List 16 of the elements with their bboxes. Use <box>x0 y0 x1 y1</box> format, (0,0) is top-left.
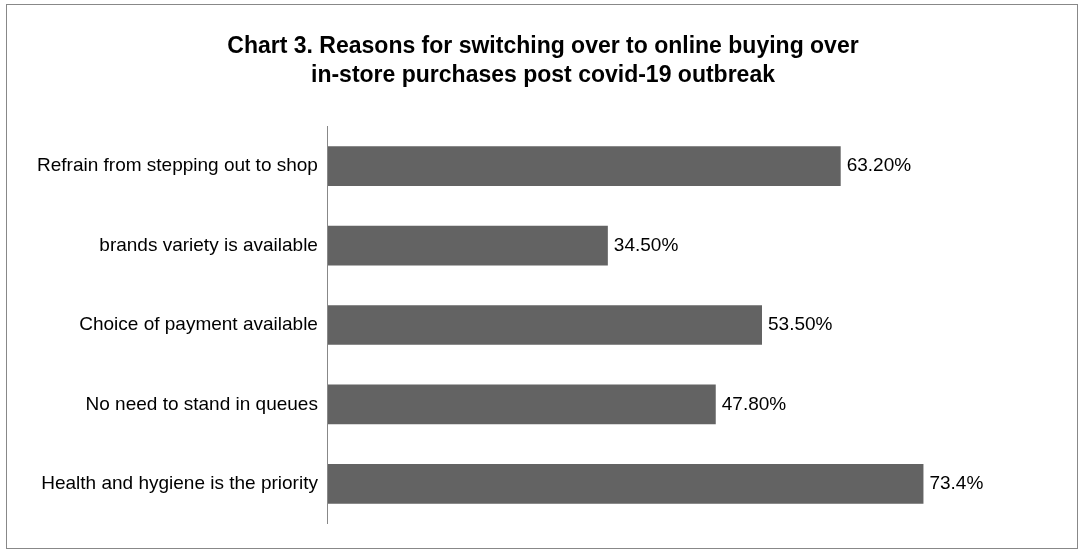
y-tick-label: Health and hygiene is the priority <box>41 472 319 494</box>
data-label: 47.80% <box>721 392 787 414</box>
data-label: 63.20% <box>846 154 912 176</box>
data-label: 53.50% <box>768 313 833 335</box>
chart-title: Chart 3. Reasons for switching over to online buying over in-store purchases post covid-19 outbreak <box>226 31 860 89</box>
y-tick-label: No need to stand in queues <box>85 392 318 414</box>
bar <box>327 305 762 345</box>
data-label: 34.50% <box>613 233 679 255</box>
y-tick-label: Refrain from stepping out to shop <box>37 154 318 176</box>
y-tick-label: Choice of payment available <box>79 313 318 335</box>
bar <box>327 146 841 186</box>
bar <box>327 225 608 266</box>
bar <box>327 384 716 425</box>
data-label: 73.4% <box>929 472 984 494</box>
y-tick-label: brands variety is available <box>99 233 318 255</box>
bar <box>327 464 924 504</box>
